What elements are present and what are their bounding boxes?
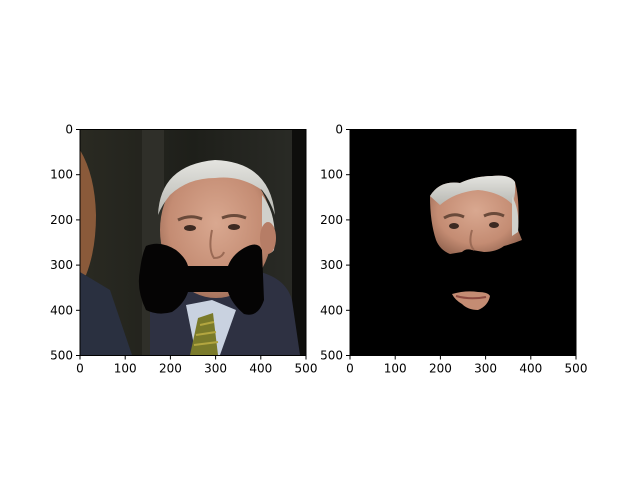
- right-xtick-label: 400: [519, 362, 542, 376]
- right-ytick-label: 400: [320, 303, 343, 317]
- left-ytick-label: 200: [50, 213, 73, 227]
- left-ytick-label: 300: [50, 258, 73, 272]
- left-axes-frame: [79, 129, 307, 356]
- right-xtick-label: 500: [565, 362, 588, 376]
- left-xtick-label: 300: [204, 362, 227, 376]
- right-xtick-label: 200: [429, 362, 452, 376]
- right-image-panel: [350, 129, 576, 356]
- left-ytick-label: 500: [50, 349, 73, 363]
- right-xtick-label: 0: [346, 362, 354, 376]
- right-ytick-label: 500: [320, 349, 343, 363]
- right-ytick-label: 100: [320, 168, 343, 182]
- left-image-panel: [80, 129, 306, 356]
- left-xtick-label: 200: [159, 362, 182, 376]
- right-xtick-label: 300: [474, 362, 497, 376]
- right-ytick-label: 300: [320, 258, 343, 272]
- right-ytick-label: 0: [335, 123, 343, 137]
- left-xtick-label: 100: [114, 362, 137, 376]
- right-axes-frame: [349, 129, 577, 356]
- right-xtick-label: 100: [384, 362, 407, 376]
- left-ytick-label: 0: [65, 123, 73, 137]
- left-xtick-label: 400: [249, 362, 272, 376]
- left-ytick-label: 400: [50, 303, 73, 317]
- right-ytick-label: 200: [320, 213, 343, 227]
- left-ytick-label: 100: [50, 168, 73, 182]
- left-xtick-label: 500: [295, 362, 318, 376]
- left-xtick-label: 0: [76, 362, 84, 376]
